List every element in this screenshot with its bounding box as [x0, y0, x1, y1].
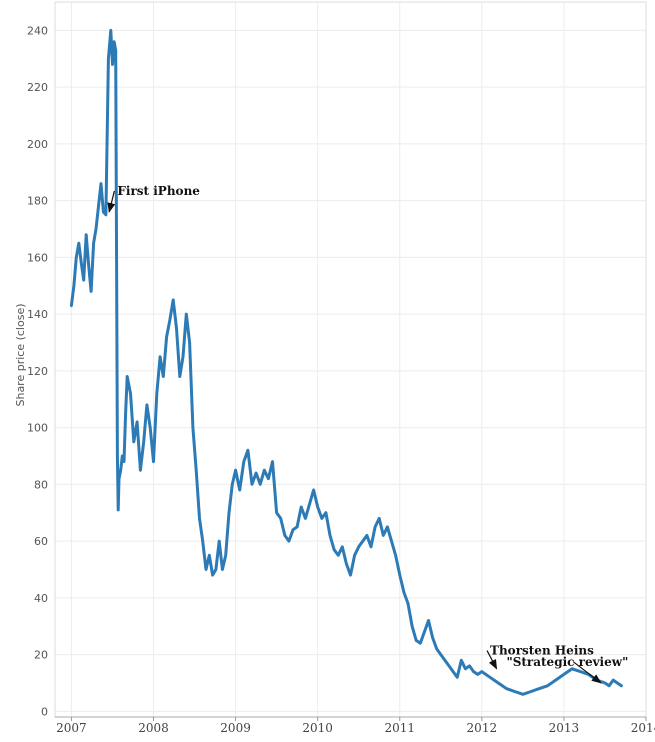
grid [55, 2, 647, 717]
x-tick-label: 2008 [138, 721, 169, 735]
y-tick-label: 160 [27, 251, 48, 264]
x-tick-label: 2012 [467, 721, 498, 735]
annotation-arrow [573, 661, 602, 684]
y-tick-label: 40 [34, 592, 48, 605]
annotation-label: Thorsten Heins [490, 644, 594, 658]
annotation-label: "Strategic review" [506, 655, 628, 669]
y-tick-label: 80 [34, 478, 48, 491]
x-tick-label: 2013 [549, 721, 580, 735]
x-tick-label: 2009 [220, 721, 251, 735]
x-tick-label: 2010 [302, 721, 333, 735]
y-axis-ticks: 0 20 40 60 80 100 120 140 160 180 200 220 240 [27, 24, 48, 718]
y-tick-label: 240 [27, 24, 48, 37]
y-tick-label: 60 [34, 535, 48, 548]
annotation-arrow [486, 650, 498, 670]
y-tick-label: 140 [27, 308, 48, 321]
y-tick-label: 180 [27, 195, 48, 208]
y-axis-label: Share price (close) [14, 303, 27, 406]
y-tick-label: 200 [27, 138, 48, 151]
series-group [69, 28, 623, 696]
y-tick-label: 20 [34, 649, 48, 662]
annotation-arrow [107, 190, 116, 213]
series-line [69, 28, 623, 696]
y-tick-label: 120 [27, 365, 48, 378]
axes [54, 1, 647, 718]
y-tick-label: 100 [27, 422, 48, 435]
x-tick-label: 2007 [56, 721, 87, 735]
annotation-label: First iPhone [117, 184, 200, 198]
plot-frame [54, 1, 647, 718]
x-tick-label: 2011 [384, 721, 415, 735]
y-tick-label: 0 [41, 705, 48, 718]
annotations: First iPhone Thorsten Heins"Strategic rev… [107, 184, 628, 684]
y-tick-label: 220 [27, 81, 48, 94]
